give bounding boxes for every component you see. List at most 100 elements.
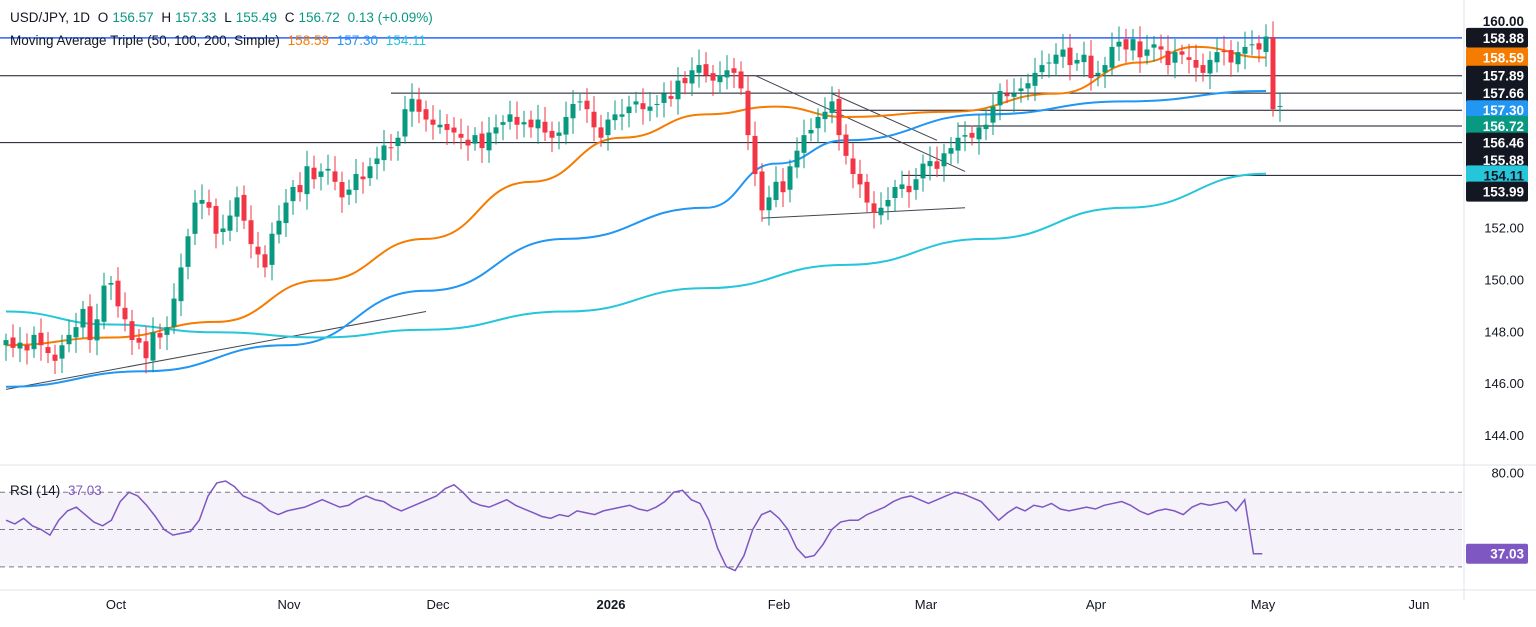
candle-body	[1102, 65, 1108, 73]
candle-body	[1200, 65, 1206, 73]
candle-body	[80, 308, 86, 328]
candle-body	[458, 133, 464, 138]
open-value: 156.57	[112, 10, 154, 25]
candle-body	[45, 347, 51, 354]
candle-body	[437, 124, 443, 128]
candle-body	[1011, 93, 1017, 97]
candle-body	[976, 127, 982, 140]
candle-body	[430, 119, 436, 125]
candle-body	[17, 342, 23, 349]
trendline-2	[831, 93, 938, 141]
high-label: H	[161, 10, 172, 25]
candle-body	[311, 167, 317, 180]
candle-body	[1165, 50, 1171, 66]
candle-body	[1144, 49, 1150, 56]
candle-body	[101, 285, 107, 322]
candle-body	[451, 127, 457, 133]
rsi-title: RSI (14)	[10, 483, 61, 498]
candle-body	[213, 206, 219, 234]
candle-body	[906, 185, 912, 193]
candle-body	[885, 199, 891, 207]
candle-body	[1228, 49, 1234, 63]
candle-body	[584, 100, 590, 110]
candle-body	[171, 298, 177, 327]
candle-body	[731, 68, 737, 73]
price-tick-label: 146.00	[1484, 376, 1524, 391]
candle-body	[87, 306, 93, 341]
candle-body	[1221, 50, 1227, 53]
candle-body	[1067, 47, 1073, 66]
candle-body	[1109, 46, 1115, 68]
candle-body	[724, 70, 730, 78]
candle-body	[682, 78, 688, 84]
candle-body	[549, 130, 555, 138]
time-tick-label: May	[1251, 597, 1276, 612]
candle-body	[381, 145, 387, 161]
price-badge-158-59	[1466, 47, 1528, 68]
candle-body	[920, 163, 926, 179]
price-badge-156-72	[1466, 116, 1528, 137]
rsi-line	[5, 480, 1263, 572]
candle-body	[290, 187, 296, 202]
candle-body	[1060, 49, 1066, 57]
candle-body	[647, 106, 653, 111]
candle-body	[934, 161, 940, 169]
candle-body	[892, 187, 898, 198]
candle-body	[332, 171, 338, 182]
candle-body	[374, 158, 380, 165]
candle-body	[668, 96, 674, 99]
candle-body	[395, 137, 401, 146]
price-badge-155-88	[1466, 149, 1528, 170]
candle-body	[1151, 44, 1157, 48]
candle-body	[598, 127, 604, 138]
candle-body	[815, 116, 821, 129]
candle-body	[24, 345, 30, 351]
candle-body	[556, 132, 562, 136]
price-badge-158-88	[1466, 27, 1528, 48]
candle-body	[297, 185, 303, 193]
candle-body	[1081, 54, 1087, 63]
price-badge-label: 157.66	[1483, 86, 1525, 101]
candle-body	[633, 101, 639, 105]
candle-body	[766, 197, 772, 211]
candle-body	[619, 114, 625, 117]
candle-body	[612, 114, 618, 121]
candle-body	[1249, 44, 1255, 46]
candle-body	[962, 135, 968, 137]
candle-body	[3, 340, 9, 346]
rsi-value: 37.03	[68, 483, 102, 498]
candle-body	[542, 121, 548, 133]
candle-body	[150, 332, 156, 361]
rsi-badge-label: 37.03	[1490, 547, 1524, 562]
candle-body	[38, 332, 44, 346]
candle-body	[822, 111, 828, 120]
candle-body	[836, 98, 842, 136]
time-tick-label: 2026	[597, 597, 626, 612]
candle-body	[192, 202, 198, 234]
candle-body	[927, 161, 933, 167]
candle-body	[801, 135, 807, 153]
candle-body	[276, 220, 282, 235]
candle-body	[941, 153, 947, 167]
trendline-3	[761, 207, 966, 219]
candle-body	[234, 197, 240, 217]
price-badge-label: 158.88	[1483, 31, 1525, 46]
candle-body	[857, 173, 863, 185]
candle-body	[283, 202, 289, 224]
symbol-label: USD/JPY, 1D	[10, 10, 91, 25]
price-badge-label: 156.46	[1483, 136, 1525, 151]
close-value: 156.72	[298, 10, 340, 25]
candle-body	[752, 135, 758, 175]
time-tick-label: Jun	[1409, 597, 1430, 612]
ma-line-ma200	[5, 172, 1267, 339]
candle-body	[577, 101, 583, 103]
ma-line-ma100	[5, 90, 1267, 388]
candle-body	[787, 166, 793, 190]
candle-body	[1235, 52, 1241, 65]
candle-body	[1032, 72, 1038, 86]
candle-body	[1186, 57, 1192, 60]
candle-body	[983, 124, 989, 130]
candle-body	[94, 319, 100, 341]
candle-body	[269, 233, 275, 265]
low-label: L	[224, 10, 232, 25]
